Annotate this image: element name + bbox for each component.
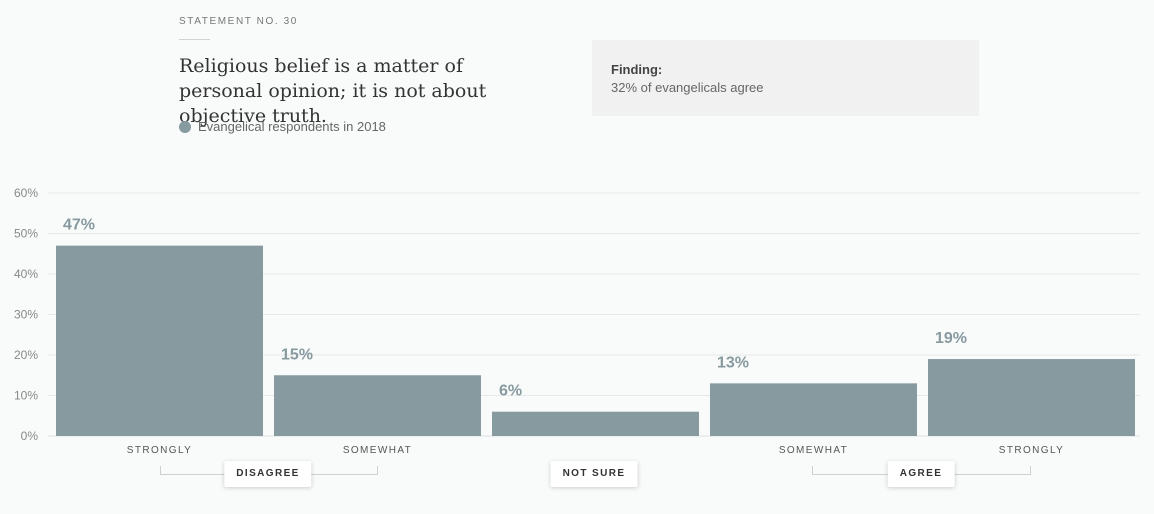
x-category-label: SOMEWHAT bbox=[779, 445, 848, 456]
group-label-disagree: DISAGREE bbox=[224, 461, 312, 487]
x-category-label: STRONGLY bbox=[127, 445, 192, 456]
statement-number: STATEMENT NO. 30 bbox=[179, 16, 298, 27]
y-tick-label: 0% bbox=[21, 429, 39, 443]
y-tick-label: 10% bbox=[14, 389, 38, 403]
bar-value-label: 47% bbox=[63, 217, 95, 234]
bar bbox=[56, 245, 263, 436]
y-tick-label: 50% bbox=[14, 227, 38, 241]
legend-swatch bbox=[179, 120, 191, 133]
x-category-label: SOMEWHAT bbox=[343, 445, 412, 456]
y-tick-label: 30% bbox=[14, 308, 38, 322]
y-tick-label: 40% bbox=[14, 267, 38, 281]
bar bbox=[710, 383, 917, 436]
finding-box: Finding: 32% of evangelicals agree bbox=[592, 40, 979, 116]
bar-value-label: 6% bbox=[499, 383, 522, 400]
group-label-agree: AGREE bbox=[887, 461, 955, 487]
x-category-label: STRONGLY bbox=[999, 445, 1064, 456]
finding-label: Finding: bbox=[611, 62, 663, 77]
bar-value-label: 13% bbox=[717, 354, 749, 371]
group-label-not-sure: NOT SURE bbox=[550, 461, 638, 487]
bar-value-label: 19% bbox=[935, 330, 967, 347]
bar-value-label: 15% bbox=[281, 346, 313, 363]
y-tick-label: 20% bbox=[14, 348, 38, 362]
finding-text: 32% of evangelicals agree bbox=[611, 80, 764, 95]
eyebrow-divider bbox=[179, 39, 210, 40]
statement-text: Religious belief is a matter of personal… bbox=[179, 55, 487, 127]
bar bbox=[492, 411, 699, 436]
legend-label: Evangelical respondents in 2018 bbox=[198, 119, 386, 134]
y-tick-label: 60% bbox=[14, 186, 38, 200]
legend: Evangelical respondents in 2018 bbox=[179, 119, 386, 134]
bar bbox=[928, 359, 1135, 436]
bar bbox=[274, 375, 481, 436]
